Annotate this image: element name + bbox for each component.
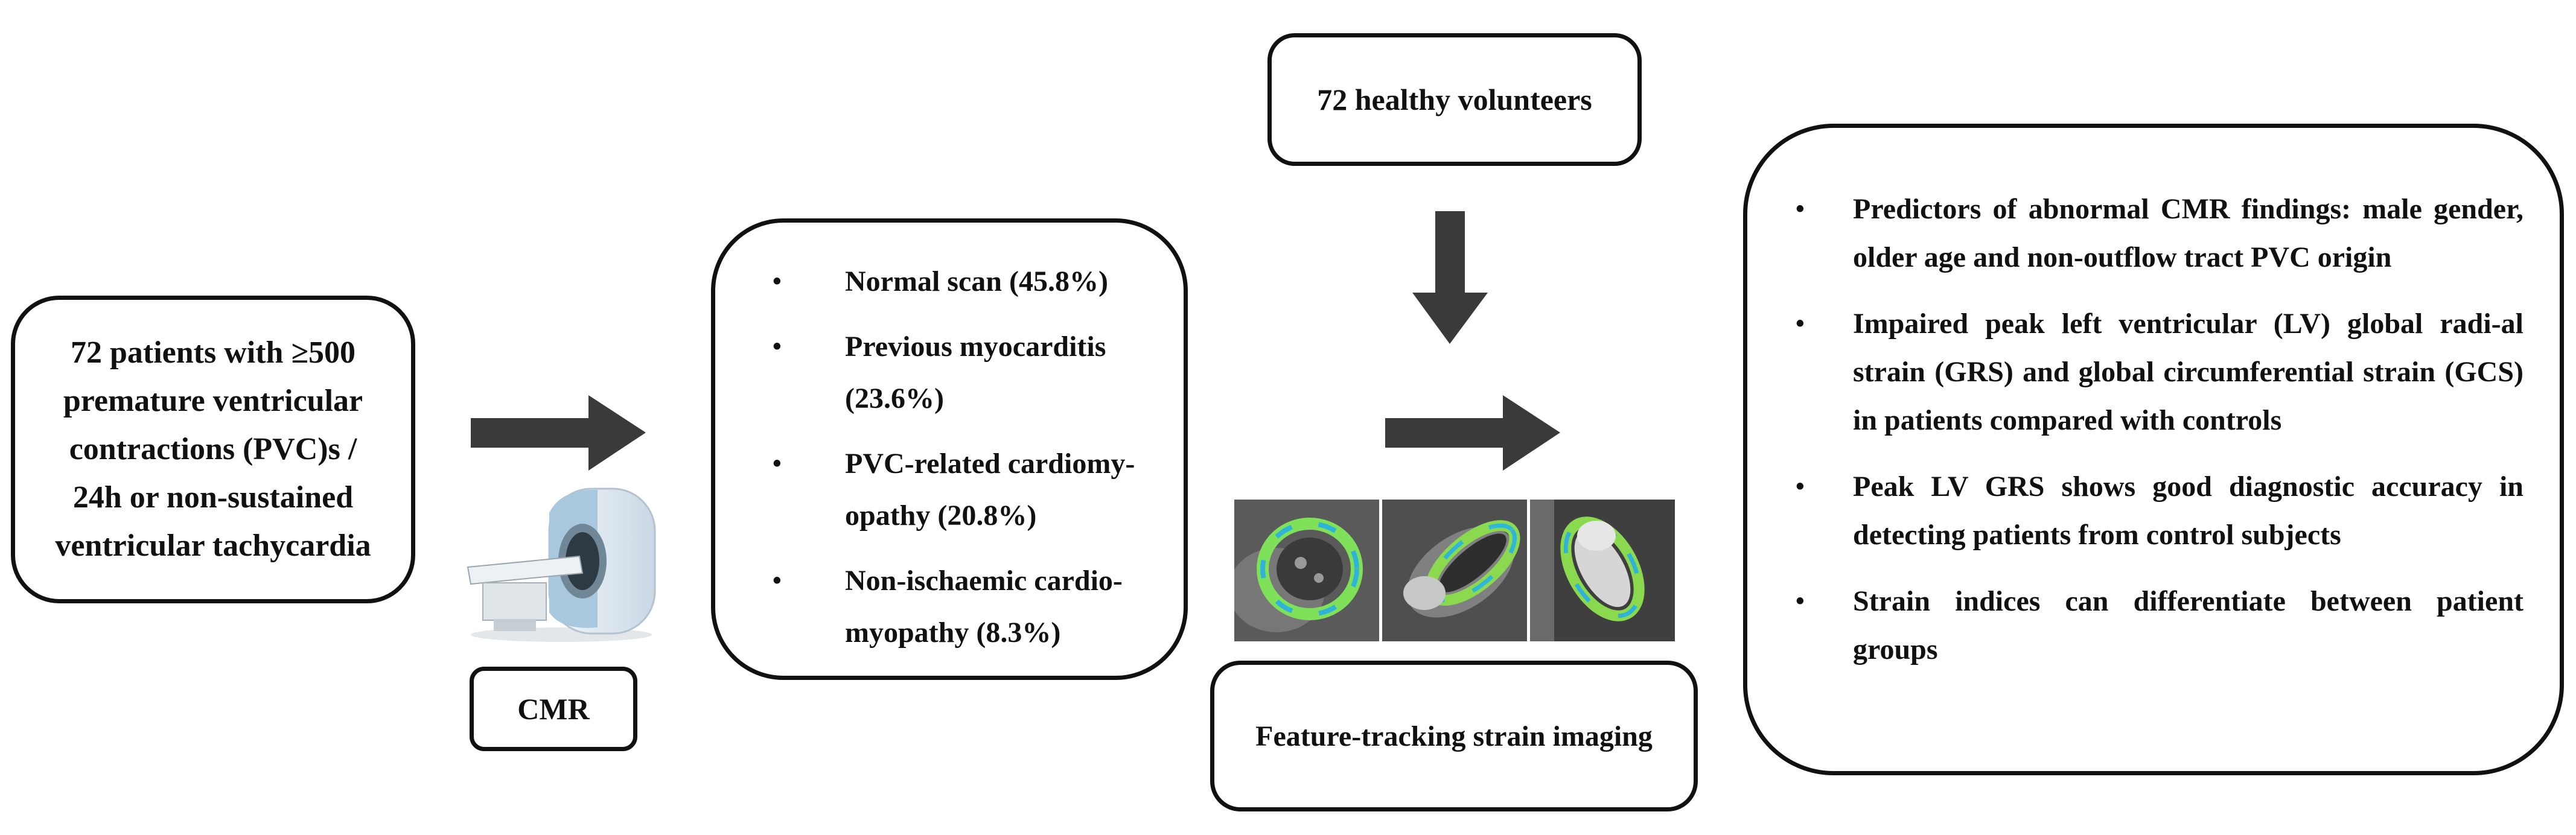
summary-item: Predictors of abnormal CMR findings: mal…: [1784, 185, 2523, 282]
summary-list: Predictors of abnormal CMR findings: mal…: [1784, 185, 2523, 674]
patients-line: 24h or non-sustained: [72, 480, 354, 515]
summary-box: Predictors of abnormal CMR findings: mal…: [1743, 124, 2564, 775]
summary-item: Peak LV GRS shows good diagnostic accura…: [1784, 463, 2523, 559]
cmr-label-box: CMR: [470, 667, 637, 751]
feature-tracking-label-box: Feature-tracking strain imaging: [1210, 661, 1698, 811]
strain-image-two-chamber: [1530, 500, 1675, 641]
feature-tracking-label: Feature-tracking strain imaging: [1255, 720, 1653, 752]
strain-image-short-axis: [1234, 500, 1379, 641]
finding-item: Non-ischaemic cardio-myopathy (8.3%): [739, 555, 1159, 659]
down-arrow-icon: [1412, 211, 1488, 344]
mri-scanner-icon: [467, 487, 656, 642]
summary-item: Impaired peak left ventricular (LV) glob…: [1784, 300, 2523, 445]
cmr-findings-box: Normal scan (45.8%) Previous myocarditis…: [711, 218, 1188, 680]
right-arrow-icon: [1385, 395, 1560, 471]
patients-text: 72 patients with ≥500 premature ventricu…: [55, 329, 371, 570]
patients-box: 72 patients with ≥500 premature ventricu…: [11, 296, 415, 603]
healthy-volunteers-box: 72 healthy volunteers: [1267, 33, 1642, 166]
finding-item: Previous myocarditis (23.6%): [739, 321, 1159, 425]
patients-line: premature ventricular: [63, 384, 363, 418]
cmr-label: CMR: [517, 692, 590, 726]
healthy-volunteers-label: 72 healthy volunteers: [1317, 83, 1592, 116]
cmr-findings-list: Normal scan (45.8%) Previous myocarditis…: [739, 256, 1159, 659]
patients-line: contractions (PVC)s /: [69, 432, 357, 466]
patients-line: ventricular tachycardia: [55, 529, 371, 563]
finding-item: PVC-related cardiomy-opathy (20.8%): [739, 438, 1159, 542]
strain-image-long-axis: [1382, 500, 1527, 641]
finding-item: Normal scan (45.8%): [739, 256, 1159, 308]
summary-item: Strain indices can differentiate between…: [1784, 577, 2523, 674]
right-arrow-icon: [471, 395, 646, 471]
patients-line: 72 patients with ≥500: [70, 335, 355, 370]
